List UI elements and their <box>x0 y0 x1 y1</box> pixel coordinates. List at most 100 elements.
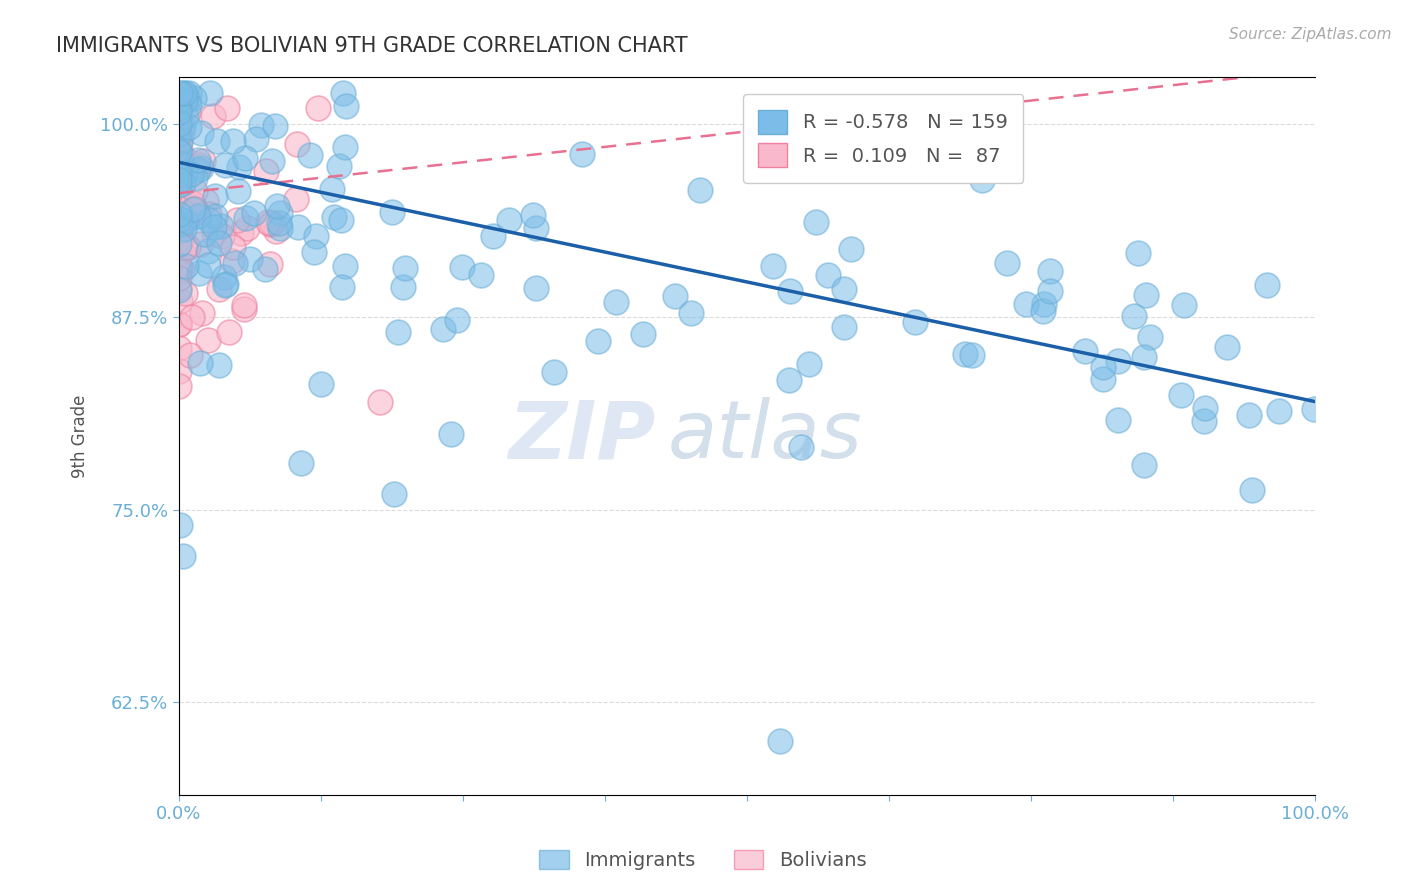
Point <box>197 258 219 272</box>
Point <box>180 196 202 211</box>
Point <box>259 256 281 270</box>
Point <box>186 205 208 219</box>
Point <box>172 176 194 190</box>
Point <box>184 170 207 185</box>
Point <box>190 161 212 175</box>
Point <box>970 173 993 187</box>
Point <box>169 135 191 149</box>
Point <box>446 313 468 327</box>
Legend: R = -0.578   N = 159, R =  0.109   N =  87: R = -0.578 N = 159, R = 0.109 N = 87 <box>742 95 1024 183</box>
Point <box>287 219 309 234</box>
Point <box>307 101 329 115</box>
Point <box>167 145 190 159</box>
Point <box>1092 371 1115 385</box>
Point <box>298 148 321 162</box>
Point <box>173 165 195 179</box>
Point <box>179 348 201 362</box>
Point <box>779 284 801 298</box>
Point <box>762 259 785 273</box>
Point <box>193 153 215 168</box>
Point <box>193 227 215 241</box>
Point <box>167 187 190 202</box>
Point <box>167 157 190 171</box>
Point <box>167 283 190 297</box>
Point <box>960 348 983 362</box>
Point <box>806 215 828 229</box>
Point <box>284 192 307 206</box>
Point <box>335 99 357 113</box>
Point <box>167 205 190 219</box>
Point <box>328 159 350 173</box>
Point <box>1135 288 1157 302</box>
Point <box>215 277 238 291</box>
Point <box>169 162 191 177</box>
Point <box>208 236 231 251</box>
Point <box>995 256 1018 270</box>
Point <box>266 224 288 238</box>
Point <box>953 347 976 361</box>
Point <box>167 175 190 189</box>
Point <box>169 202 191 216</box>
Point <box>285 136 308 151</box>
Point <box>169 156 191 170</box>
Point <box>198 212 221 227</box>
Point <box>169 271 191 285</box>
Point <box>481 229 503 244</box>
Point <box>218 325 240 339</box>
Point <box>172 203 194 218</box>
Point <box>202 220 225 235</box>
Point <box>1192 414 1215 428</box>
Point <box>167 232 190 246</box>
Point <box>167 127 190 141</box>
Point <box>269 206 291 220</box>
Point <box>832 320 855 334</box>
Point <box>169 133 191 147</box>
Point <box>679 306 702 320</box>
Point <box>839 242 862 256</box>
Point <box>169 224 191 238</box>
Point <box>1032 297 1054 311</box>
Point <box>335 140 357 154</box>
Point <box>167 237 190 252</box>
Point <box>1240 483 1263 497</box>
Point <box>170 183 193 197</box>
Point <box>631 327 654 342</box>
Point <box>167 161 190 176</box>
Point <box>167 219 190 233</box>
Point <box>330 213 353 227</box>
Point <box>522 208 544 222</box>
Point <box>177 86 200 100</box>
Point <box>169 161 191 176</box>
Point <box>167 226 190 240</box>
Point <box>233 298 256 312</box>
Point <box>197 244 219 258</box>
Point <box>231 226 253 240</box>
Point <box>187 162 209 177</box>
Point <box>169 86 191 100</box>
Point <box>173 87 195 102</box>
Point <box>167 145 190 159</box>
Text: IMMIGRANTS VS BOLIVIAN 9TH GRADE CORRELATION CHART: IMMIGRANTS VS BOLIVIAN 9TH GRADE CORRELA… <box>56 36 688 55</box>
Point <box>173 157 195 171</box>
Point <box>235 220 257 235</box>
Point <box>689 183 711 197</box>
Point <box>1123 309 1146 323</box>
Legend: Immigrants, Bolivians: Immigrants, Bolivians <box>531 842 875 878</box>
Point <box>305 229 328 244</box>
Point <box>387 325 409 339</box>
Point <box>664 289 686 303</box>
Point <box>382 487 405 501</box>
Point <box>211 229 233 244</box>
Point <box>191 306 214 320</box>
Point <box>167 128 190 142</box>
Point <box>169 105 191 120</box>
Point <box>1133 351 1156 365</box>
Point <box>202 227 225 241</box>
Point <box>184 202 207 217</box>
Point <box>214 277 236 292</box>
Point <box>221 254 243 268</box>
Point <box>169 143 191 157</box>
Point <box>392 280 415 294</box>
Point <box>1107 354 1129 368</box>
Point <box>214 158 236 172</box>
